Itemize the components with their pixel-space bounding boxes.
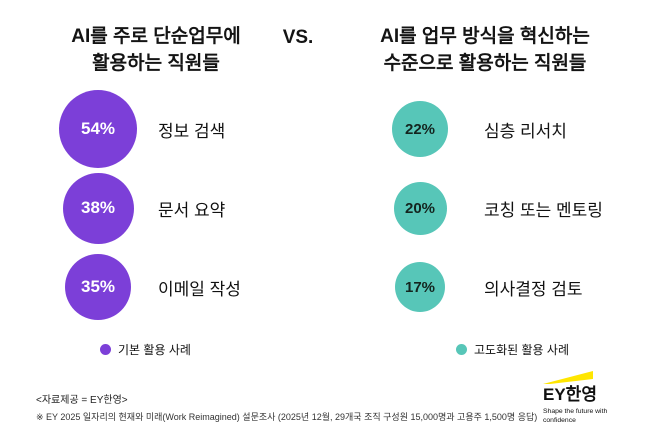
- bubble-cell: 20%: [370, 181, 470, 235]
- left-group-title: AI를 주로 단순업무에 활용하는 직원들: [52, 24, 260, 78]
- footer: <자료제공 = EY한영> ※ EY 2025 일자리의 현재와 미래(Work…: [36, 391, 537, 423]
- left-group-title-line1: AI를 주로 단순업무에: [71, 26, 241, 47]
- vs-label: VS.: [282, 27, 314, 48]
- list-item: 54% 정보 검색: [52, 90, 352, 169]
- stat-bubble-email-writing: 35%: [65, 254, 131, 321]
- legend-basic-usage: 기본 활용 사례: [100, 341, 352, 358]
- stat-label: 이메일 작성: [158, 279, 241, 299]
- advanced-usage-column: 22% 심층 리서치 20% 코칭 또는 멘토링 17% 의사결정 검토 고도화…: [370, 90, 603, 358]
- stat-bubble-info-search: 54%: [59, 90, 137, 169]
- stat-bubble-decision-review: 17%: [395, 262, 445, 313]
- ey-tagline: Shape the future with confidence: [543, 407, 608, 424]
- ey-logo-text: EY한영: [543, 384, 597, 404]
- stat-bubble-doc-summary: 38%: [62, 172, 134, 244]
- stat-label: 정보 검색: [158, 121, 226, 141]
- survey-note: ※ EY 2025 일자리의 현재와 미래(Work Reimagined) 설…: [36, 412, 538, 422]
- source-credit: <자료제공 = EY한영>: [36, 395, 128, 406]
- legend-dot-teal: [456, 343, 467, 355]
- right-group-title-line2: 수준으로 활용하는 직원들: [383, 52, 587, 74]
- stat-bubble-deep-research: 22%: [392, 101, 448, 158]
- list-item: 20% 코칭 또는 멘토링: [370, 169, 603, 248]
- list-item: 17% 의사결정 검토: [370, 248, 603, 327]
- legend-label: 고도화된 활용 사례: [474, 342, 569, 357]
- stat-label: 심층 리서치: [484, 121, 567, 141]
- header: AI를 주로 단순업무에 활용하는 직원들 VS. AI를 업무 방식을 혁신하…: [0, 0, 655, 78]
- right-group-title: AI를 업무 방식을 혁신하는 수준으로 활용하는 직원들: [358, 24, 612, 78]
- stat-label: 문서 요약: [158, 200, 226, 220]
- bubble-cell: 17%: [370, 262, 470, 313]
- stat-label: 코칭 또는 멘토링: [484, 200, 603, 220]
- list-item: 38% 문서 요약: [52, 169, 352, 248]
- ey-beam-icon: [543, 370, 593, 384]
- stat-label: 의사결정 검토: [484, 279, 583, 299]
- chart-content: 54% 정보 검색 38% 문서 요약 35% 이메일 작성 기본 활용 사례: [0, 90, 655, 358]
- bubble-cell: 22%: [370, 101, 470, 158]
- bubble-cell: 38%: [52, 172, 144, 244]
- ey-logo: EY한영 Shape the future with confidence: [543, 370, 635, 425]
- basic-usage-column: 54% 정보 검색 38% 문서 요약 35% 이메일 작성 기본 활용 사례: [52, 90, 352, 358]
- left-group-title-line2: 활용하는 직원들: [92, 52, 220, 74]
- list-item: 22% 심층 리서치: [370, 90, 603, 169]
- list-item: 35% 이메일 작성: [52, 248, 352, 327]
- right-group-title-line1: AI를 업무 방식을 혁신하는: [380, 26, 590, 47]
- bubble-cell: 54%: [52, 90, 144, 169]
- legend-dot-purple: [100, 343, 111, 355]
- bubble-cell: 35%: [52, 254, 144, 321]
- legend-advanced-usage: 고도화된 활용 사례: [456, 341, 603, 358]
- legend-label: 기본 활용 사례: [118, 342, 191, 357]
- stat-bubble-coaching-mentoring: 20%: [393, 181, 447, 235]
